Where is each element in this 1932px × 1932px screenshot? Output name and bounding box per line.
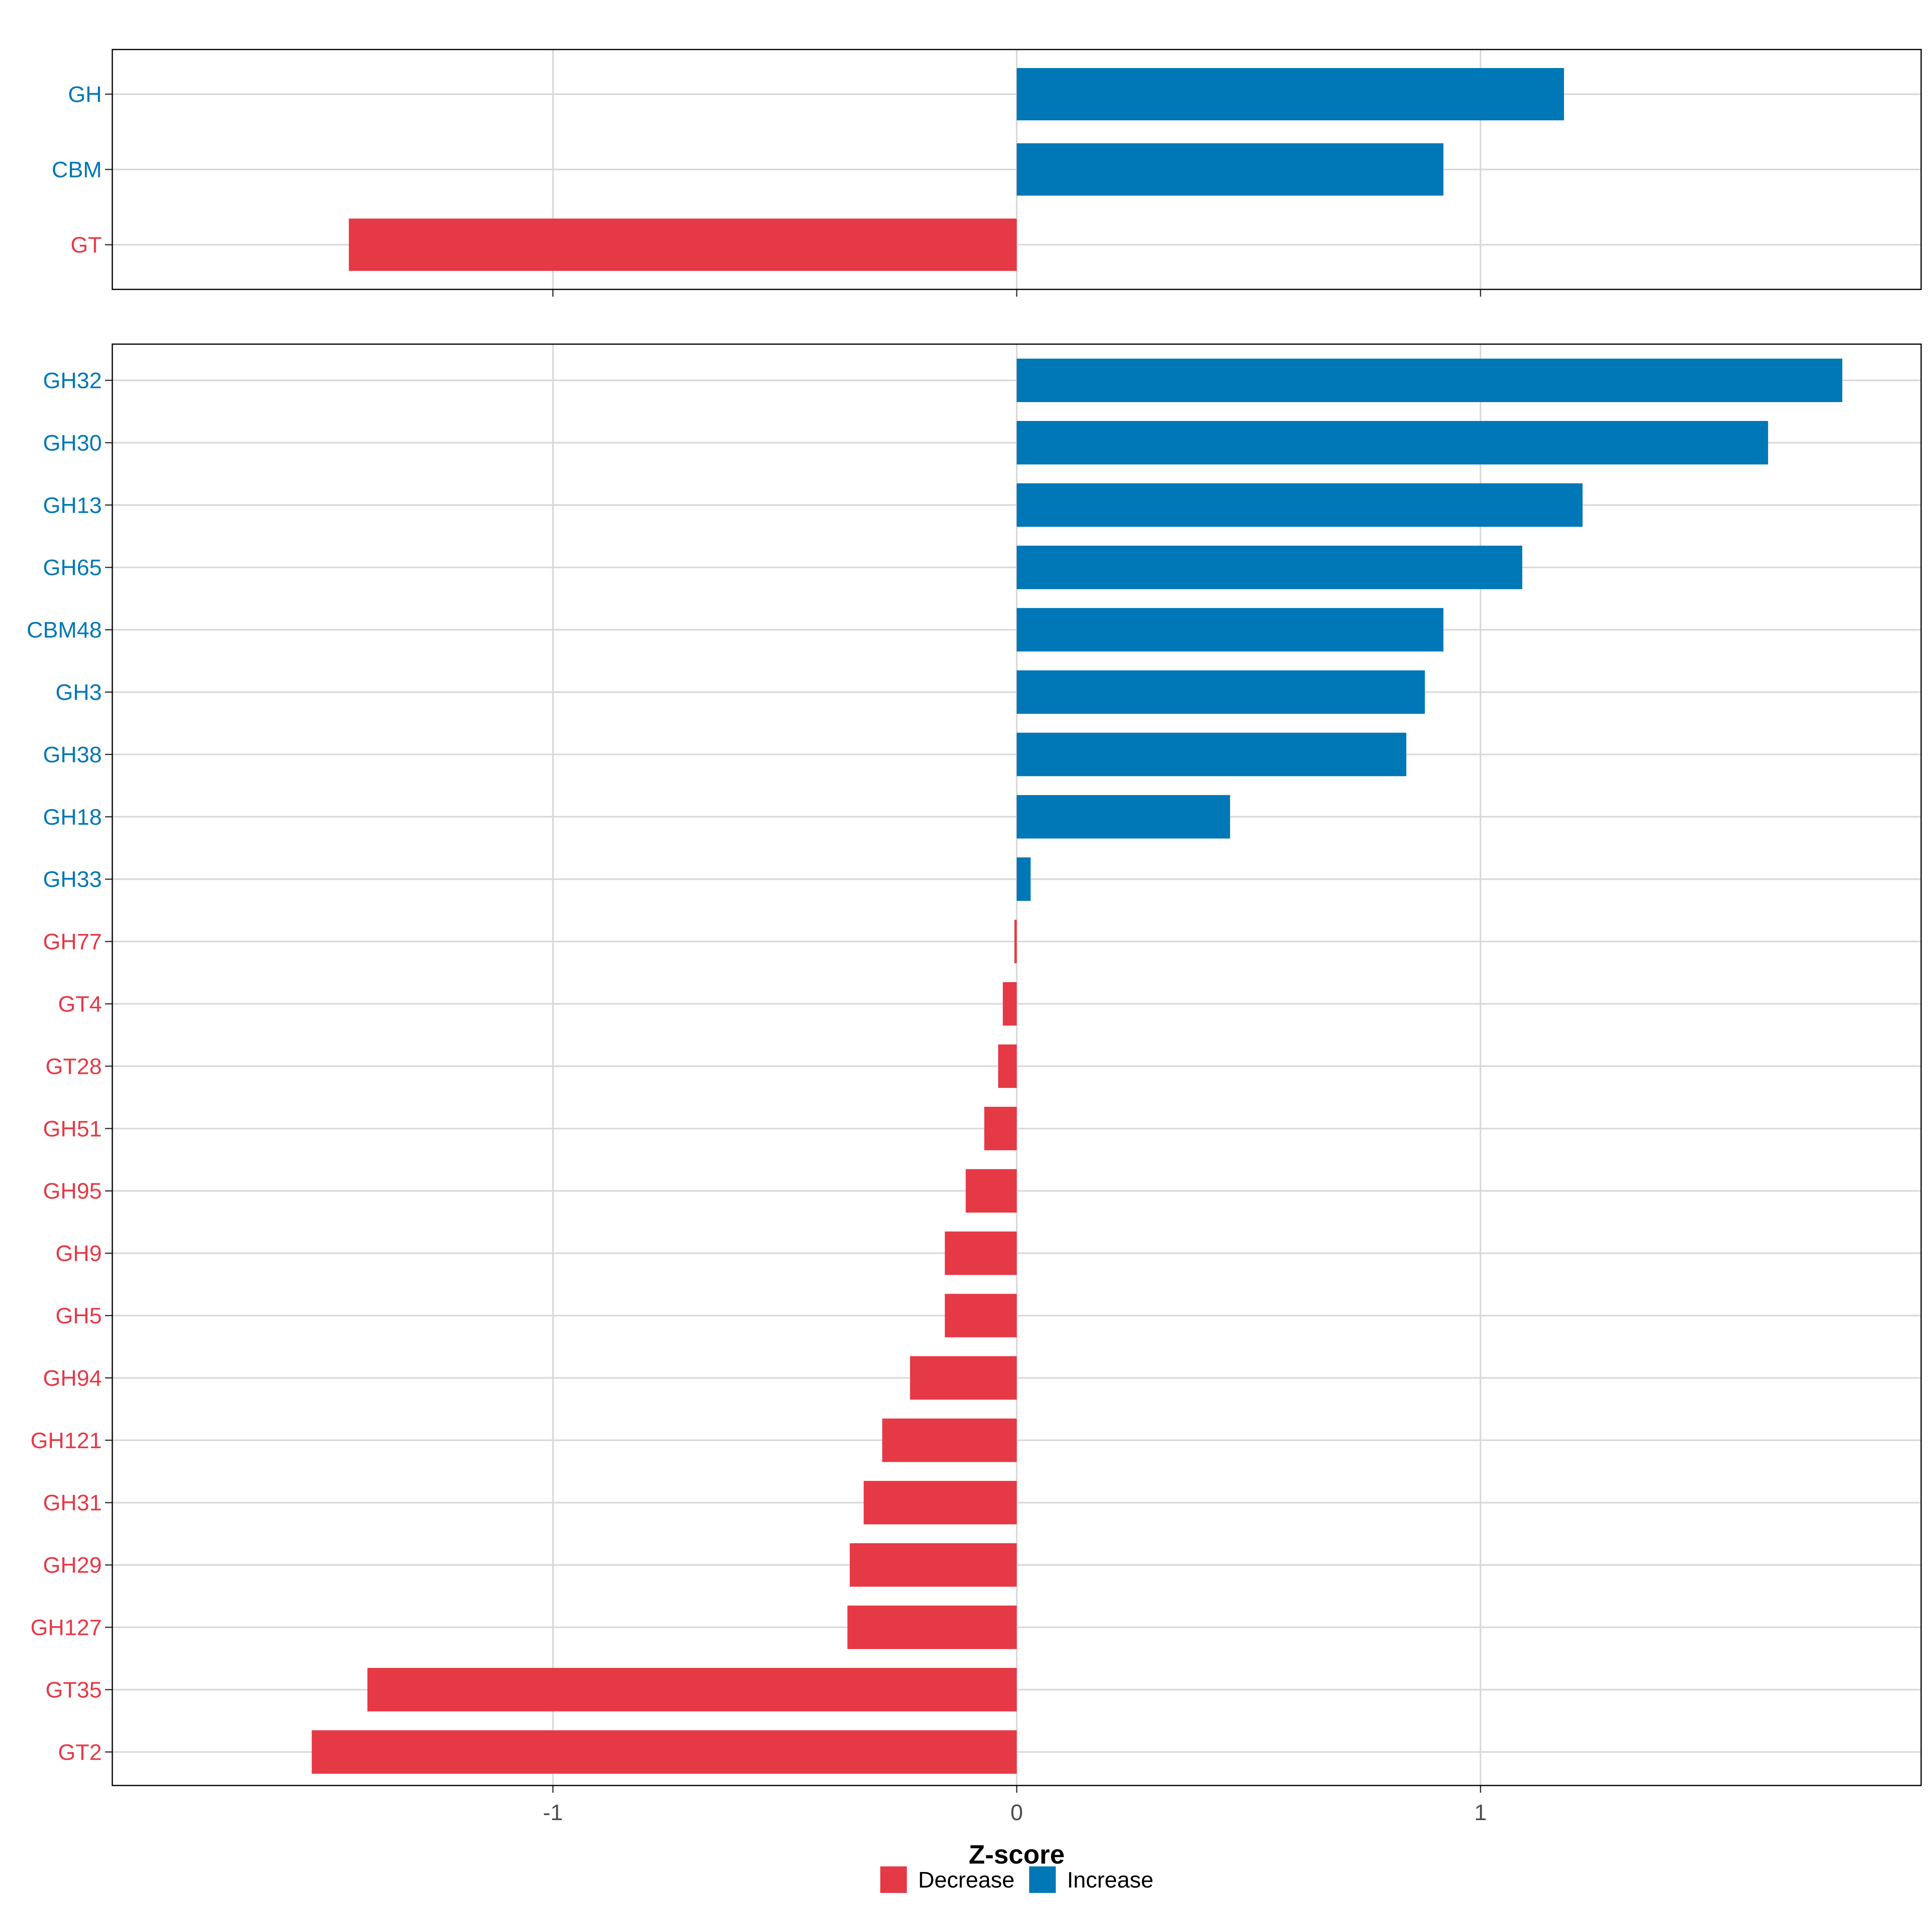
bar-gh13	[1017, 483, 1583, 527]
bar-gh31	[863, 1481, 1017, 1525]
bar-gt35	[367, 1668, 1017, 1711]
panel-2: GH32 GH30 GH13 GH65 CBM48 GH3 GH38 GH18 GH33 GH77…	[27, 343, 1922, 1793]
legend-swatch-decrease	[880, 1866, 907, 1893]
bar-gh51	[984, 1106, 1017, 1150]
panel-1: GH CBM GT	[52, 49, 1922, 297]
x-tick-label: -1	[543, 1800, 563, 1825]
legend-label-decrease: Decrease	[918, 1867, 1015, 1893]
bar-gt2	[312, 1730, 1017, 1774]
bar-gh	[1017, 68, 1564, 120]
category-label-gh95: GH95	[43, 1178, 102, 1203]
category-label-gh3: GH3	[56, 679, 102, 705]
bar-gh32	[1017, 359, 1843, 402]
bar-gh33	[1017, 857, 1031, 901]
legend-label-increase: Increase	[1067, 1867, 1154, 1893]
category-label-gh51: GH51	[43, 1116, 102, 1141]
x-axis-title: Z-score	[969, 1839, 1065, 1869]
bar-gh18	[1017, 795, 1230, 839]
category-label-gh13: GH13	[43, 492, 102, 518]
category-label-gh38: GH38	[43, 742, 102, 767]
bar-cbm48	[1017, 608, 1444, 652]
category-label-gt2: GT2	[58, 1739, 102, 1765]
category-label-gt28: GT28	[45, 1053, 102, 1079]
bar-gt	[349, 219, 1017, 271]
category-label-gh30: GH30	[43, 430, 102, 455]
bar-gh121	[882, 1418, 1017, 1462]
category-label-cbm48: CBM48	[27, 617, 102, 642]
bar-gh5	[945, 1294, 1017, 1338]
bar-gh9	[945, 1231, 1017, 1275]
category-label-gh32: GH32	[43, 368, 102, 393]
category-label-cbm: CBM	[52, 157, 102, 182]
bar-gh95	[966, 1169, 1017, 1213]
category-label-gh77: GH77	[43, 929, 102, 954]
bar-gh77	[1014, 920, 1017, 964]
panel-border	[111, 343, 1922, 1786]
category-label-gh5: GH5	[56, 1303, 102, 1328]
bar-gt28	[998, 1044, 1017, 1088]
category-label-gh18: GH18	[43, 804, 102, 830]
bar-gh65	[1017, 545, 1523, 589]
bar-gh3	[1017, 670, 1425, 714]
x-tick-label: 0	[1010, 1800, 1023, 1825]
category-label-gh121: GH121	[31, 1428, 102, 1453]
category-label-gh65: GH65	[43, 555, 102, 580]
category-label-gt: GT	[70, 232, 102, 258]
category-label-gh9: GH9	[56, 1241, 102, 1266]
category-label-gh33: GH33	[43, 867, 102, 892]
category-label-gt4: GT4	[58, 991, 102, 1017]
bar-gh127	[847, 1606, 1017, 1649]
category-label-gh29: GH29	[43, 1552, 102, 1578]
category-label-gt35: GT35	[45, 1677, 102, 1702]
bar-gh94	[910, 1356, 1017, 1400]
category-label-gh31: GH31	[43, 1490, 102, 1515]
bar-gt4	[1003, 982, 1017, 1026]
bar-gh30	[1017, 421, 1768, 464]
category-label-gh: GH	[68, 82, 102, 107]
legend-swatch-increase	[1029, 1866, 1056, 1893]
bar-gh29	[850, 1543, 1017, 1587]
bar-cbm	[1017, 143, 1444, 196]
category-label-gh94: GH94	[43, 1365, 102, 1391]
bar-gh38	[1017, 733, 1406, 776]
category-label-gh127: GH127	[31, 1615, 102, 1640]
x-tick-label: 1	[1474, 1800, 1487, 1825]
panel-border	[111, 49, 1922, 290]
